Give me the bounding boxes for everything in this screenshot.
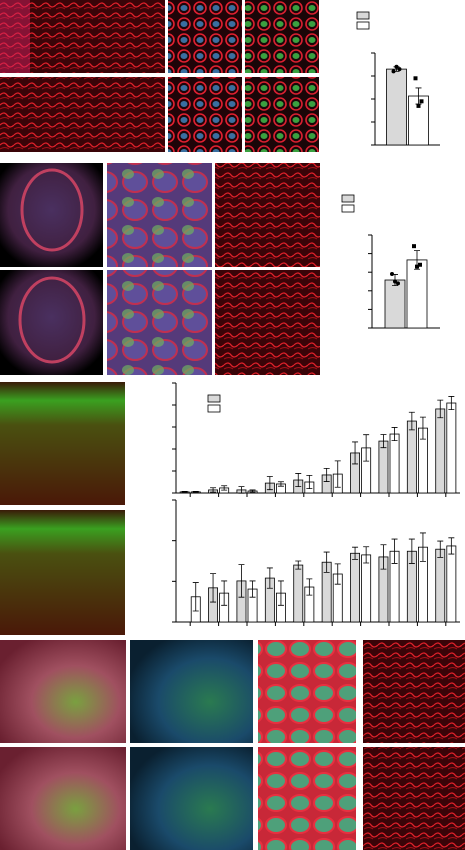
error-bar — [380, 544, 387, 570]
data-point — [412, 244, 416, 249]
panel-b-images — [0, 163, 320, 375]
bar — [435, 548, 446, 623]
error-bar — [277, 580, 284, 606]
error-bar — [363, 546, 370, 564]
data-point — [413, 76, 418, 81]
data-point — [393, 279, 397, 284]
bar — [435, 408, 446, 494]
error-bar — [380, 434, 387, 449]
error-bar — [363, 434, 370, 462]
bar — [406, 259, 428, 329]
error-bar — [238, 486, 245, 494]
error-bar — [391, 538, 398, 564]
error-bar — [295, 473, 302, 488]
error-bar — [334, 460, 341, 488]
error-bar — [334, 563, 341, 585]
data-point — [390, 272, 394, 277]
legend-swatch — [341, 194, 355, 203]
bar — [293, 564, 304, 623]
bar — [386, 68, 407, 146]
legend-swatch — [356, 11, 370, 20]
panel-d-images — [0, 640, 465, 850]
data-point — [415, 264, 419, 269]
error-bar — [192, 582, 199, 612]
error-bar — [448, 396, 455, 411]
bar — [361, 554, 372, 623]
error-bar — [448, 537, 455, 555]
error-bar — [249, 580, 256, 598]
error-bar — [419, 532, 426, 562]
bar-chart — [341, 194, 440, 329]
error-bar — [437, 540, 444, 558]
error-bar — [210, 573, 217, 603]
error-bar — [408, 538, 415, 564]
legend-swatch — [356, 21, 370, 30]
error-bar — [352, 546, 359, 560]
bar-chart — [172, 499, 460, 626]
error-bar — [352, 441, 359, 465]
legend-swatch — [207, 404, 221, 413]
error-bar — [408, 411, 415, 431]
legend-swatch — [341, 204, 355, 213]
data-point — [397, 67, 402, 72]
error-bar — [266, 476, 273, 491]
legend-swatch — [207, 394, 221, 403]
data-point — [394, 64, 399, 69]
error-bar — [391, 427, 398, 442]
error-bar — [306, 475, 313, 489]
bar — [389, 433, 400, 494]
data-point — [396, 281, 400, 286]
error-bar — [266, 567, 273, 589]
error-bar — [323, 551, 330, 573]
bar — [350, 552, 360, 623]
error-bar — [221, 485, 228, 491]
data-point — [418, 262, 422, 267]
panel-c-images — [0, 382, 125, 635]
data-point — [416, 103, 421, 108]
error-bar — [419, 416, 426, 440]
bar — [446, 402, 457, 494]
error-bar — [306, 578, 313, 596]
bar — [406, 420, 417, 494]
data-point — [419, 99, 424, 104]
bar — [378, 440, 389, 494]
error-bar — [437, 399, 444, 419]
error-bar — [181, 491, 188, 493]
error-bar — [221, 580, 228, 606]
data-point — [391, 69, 396, 74]
error-bar — [295, 560, 302, 570]
bar-chart — [356, 11, 440, 146]
panel-a-images — [0, 0, 319, 152]
error-bar — [238, 564, 245, 598]
error-bar — [277, 481, 284, 487]
bar — [446, 545, 457, 623]
bar-chart — [172, 382, 460, 497]
error-bar — [210, 487, 217, 493]
error-bar — [323, 467, 330, 482]
error-bar — [249, 489, 256, 493]
bar — [384, 279, 406, 329]
error-bar — [192, 491, 199, 493]
